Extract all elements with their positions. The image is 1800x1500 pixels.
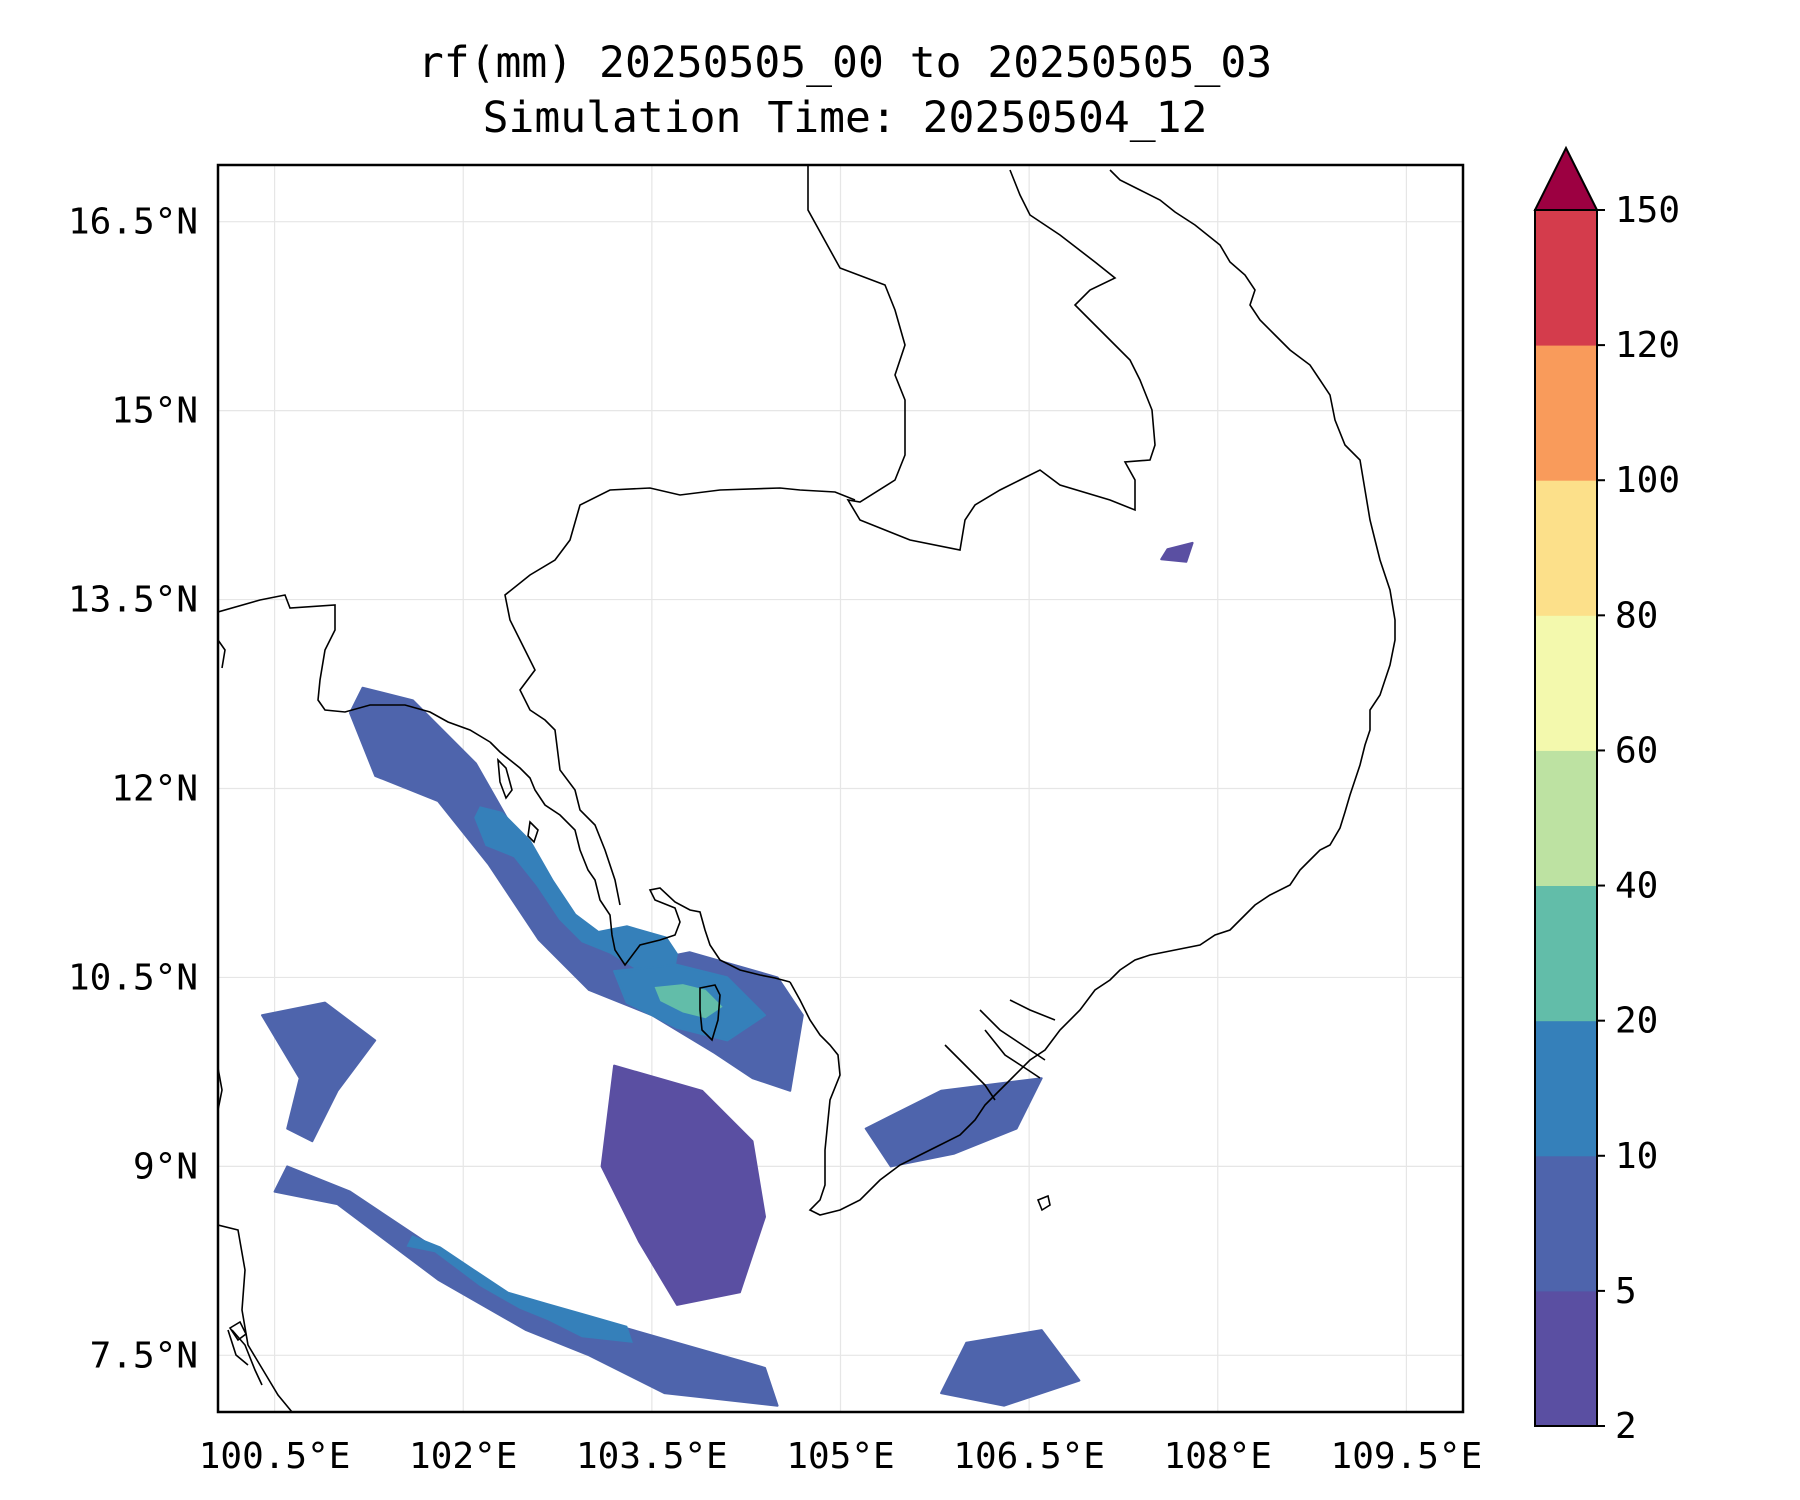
colorbar-tick-label: 80 bbox=[1615, 595, 1658, 636]
colorbar-tick-label: 100 bbox=[1615, 460, 1680, 501]
colorbar-segment bbox=[1535, 1290, 1597, 1427]
colorbar-tick-label: 20 bbox=[1615, 1001, 1658, 1042]
lat-tick-label: 16.5°N bbox=[68, 202, 198, 243]
cambodia-coast bbox=[489, 741, 791, 983]
colorbar-extend-arrow bbox=[1533, 145, 1599, 211]
map-title-line-2: Simulation Time: 20250504_12 bbox=[482, 93, 1208, 143]
colorbar-tick-label: 120 bbox=[1615, 325, 1680, 366]
rain-area bbox=[261, 1001, 377, 1143]
rain-area bbox=[864, 1077, 1043, 1168]
colorbar-segment bbox=[1535, 480, 1597, 616]
lat-tick-label: 9°N bbox=[133, 1146, 198, 1187]
colorbar-tick-label: 2 bbox=[1615, 1406, 1637, 1447]
rain-area-core bbox=[406, 1235, 633, 1343]
lat-tick-label: 13.5°N bbox=[68, 580, 198, 621]
phu-quoc-island bbox=[699, 984, 721, 1042]
rainfall-layer bbox=[261, 541, 1194, 1407]
rain-area-core bbox=[654, 984, 723, 1019]
colorbar-tick-label: 40 bbox=[1615, 866, 1658, 907]
colorbar-tick-label: 10 bbox=[1615, 1136, 1658, 1177]
lon-tick-label: 102°E bbox=[409, 1436, 517, 1477]
cambodia-border bbox=[807, 165, 1156, 551]
lat-tick-label: 7.5°N bbox=[90, 1335, 198, 1376]
colorbar-segment bbox=[1535, 210, 1597, 346]
colorbar-tick-label: 150 bbox=[1615, 190, 1680, 231]
colorbar-tick-label: 60 bbox=[1615, 730, 1658, 771]
colorbar-tick-label: 5 bbox=[1615, 1271, 1637, 1312]
map-title-line-1: rf(mm) 20250505_00 to 20250505_03 bbox=[417, 38, 1273, 88]
rain-area-core bbox=[474, 806, 678, 988]
rain-area bbox=[600, 1064, 766, 1306]
lon-tick-label: 108°E bbox=[1164, 1436, 1272, 1477]
mekong-delta-river-1 bbox=[979, 1009, 1046, 1061]
con-son-island bbox=[1036, 1194, 1051, 1212]
colorbar-segment bbox=[1535, 1155, 1597, 1292]
mekong-delta-river-2 bbox=[984, 1029, 1041, 1079]
thai-islands bbox=[228, 1320, 248, 1342]
lon-tick-label: 105°E bbox=[786, 1436, 894, 1477]
latitude-axis: 16.5°N 15°N 13.5°N 12°N 10.5°N 9°N 7.5°N bbox=[68, 202, 198, 1377]
colorbar-frame bbox=[1534, 209, 1598, 1427]
mekong-delta-river-4 bbox=[1009, 999, 1056, 1021]
lon-tick-label: 103.5°E bbox=[576, 1436, 728, 1477]
colorbar-segment bbox=[1535, 750, 1597, 886]
map-frame bbox=[216, 163, 1465, 1414]
colorbar-segment bbox=[1535, 1020, 1597, 1157]
lat-tick-label: 10.5°N bbox=[68, 957, 198, 998]
koh-kong-islands bbox=[497, 757, 539, 844]
lon-tick-label: 109.5°E bbox=[1331, 1436, 1483, 1477]
colorbar-segment bbox=[1535, 345, 1597, 481]
laos-cambodia-border bbox=[504, 487, 856, 906]
coastlines-and-borders bbox=[218, 165, 1396, 1412]
colorbar-segment bbox=[1535, 885, 1597, 1022]
vietnam-mekong-coast bbox=[789, 981, 1011, 1216]
lon-tick-label: 100.5°E bbox=[199, 1436, 351, 1477]
lon-tick-label: 106.5°E bbox=[953, 1436, 1105, 1477]
vietnam-east-coast bbox=[1009, 169, 1396, 1081]
thailand-cambodia-border bbox=[218, 594, 491, 743]
lat-tick-label: 15°N bbox=[111, 391, 198, 432]
thailand-west-coast bbox=[218, 639, 293, 1412]
longitude-axis: 100.5°E 102°E 103.5°E 105°E 106.5°E 108°E 109.… bbox=[199, 1436, 1483, 1477]
rain-area bbox=[940, 1329, 1081, 1407]
colorbar: 2 5 10 20 40 60 80 100 120 150 bbox=[1533, 145, 1680, 1447]
lat-tick-label: 12°N bbox=[111, 769, 198, 810]
rain-area bbox=[273, 1165, 779, 1407]
gridlines bbox=[218, 165, 1463, 1412]
rain-area bbox=[1160, 541, 1194, 563]
colorbar-segment bbox=[1535, 615, 1597, 751]
mekong-delta-river-3 bbox=[944, 1044, 996, 1101]
